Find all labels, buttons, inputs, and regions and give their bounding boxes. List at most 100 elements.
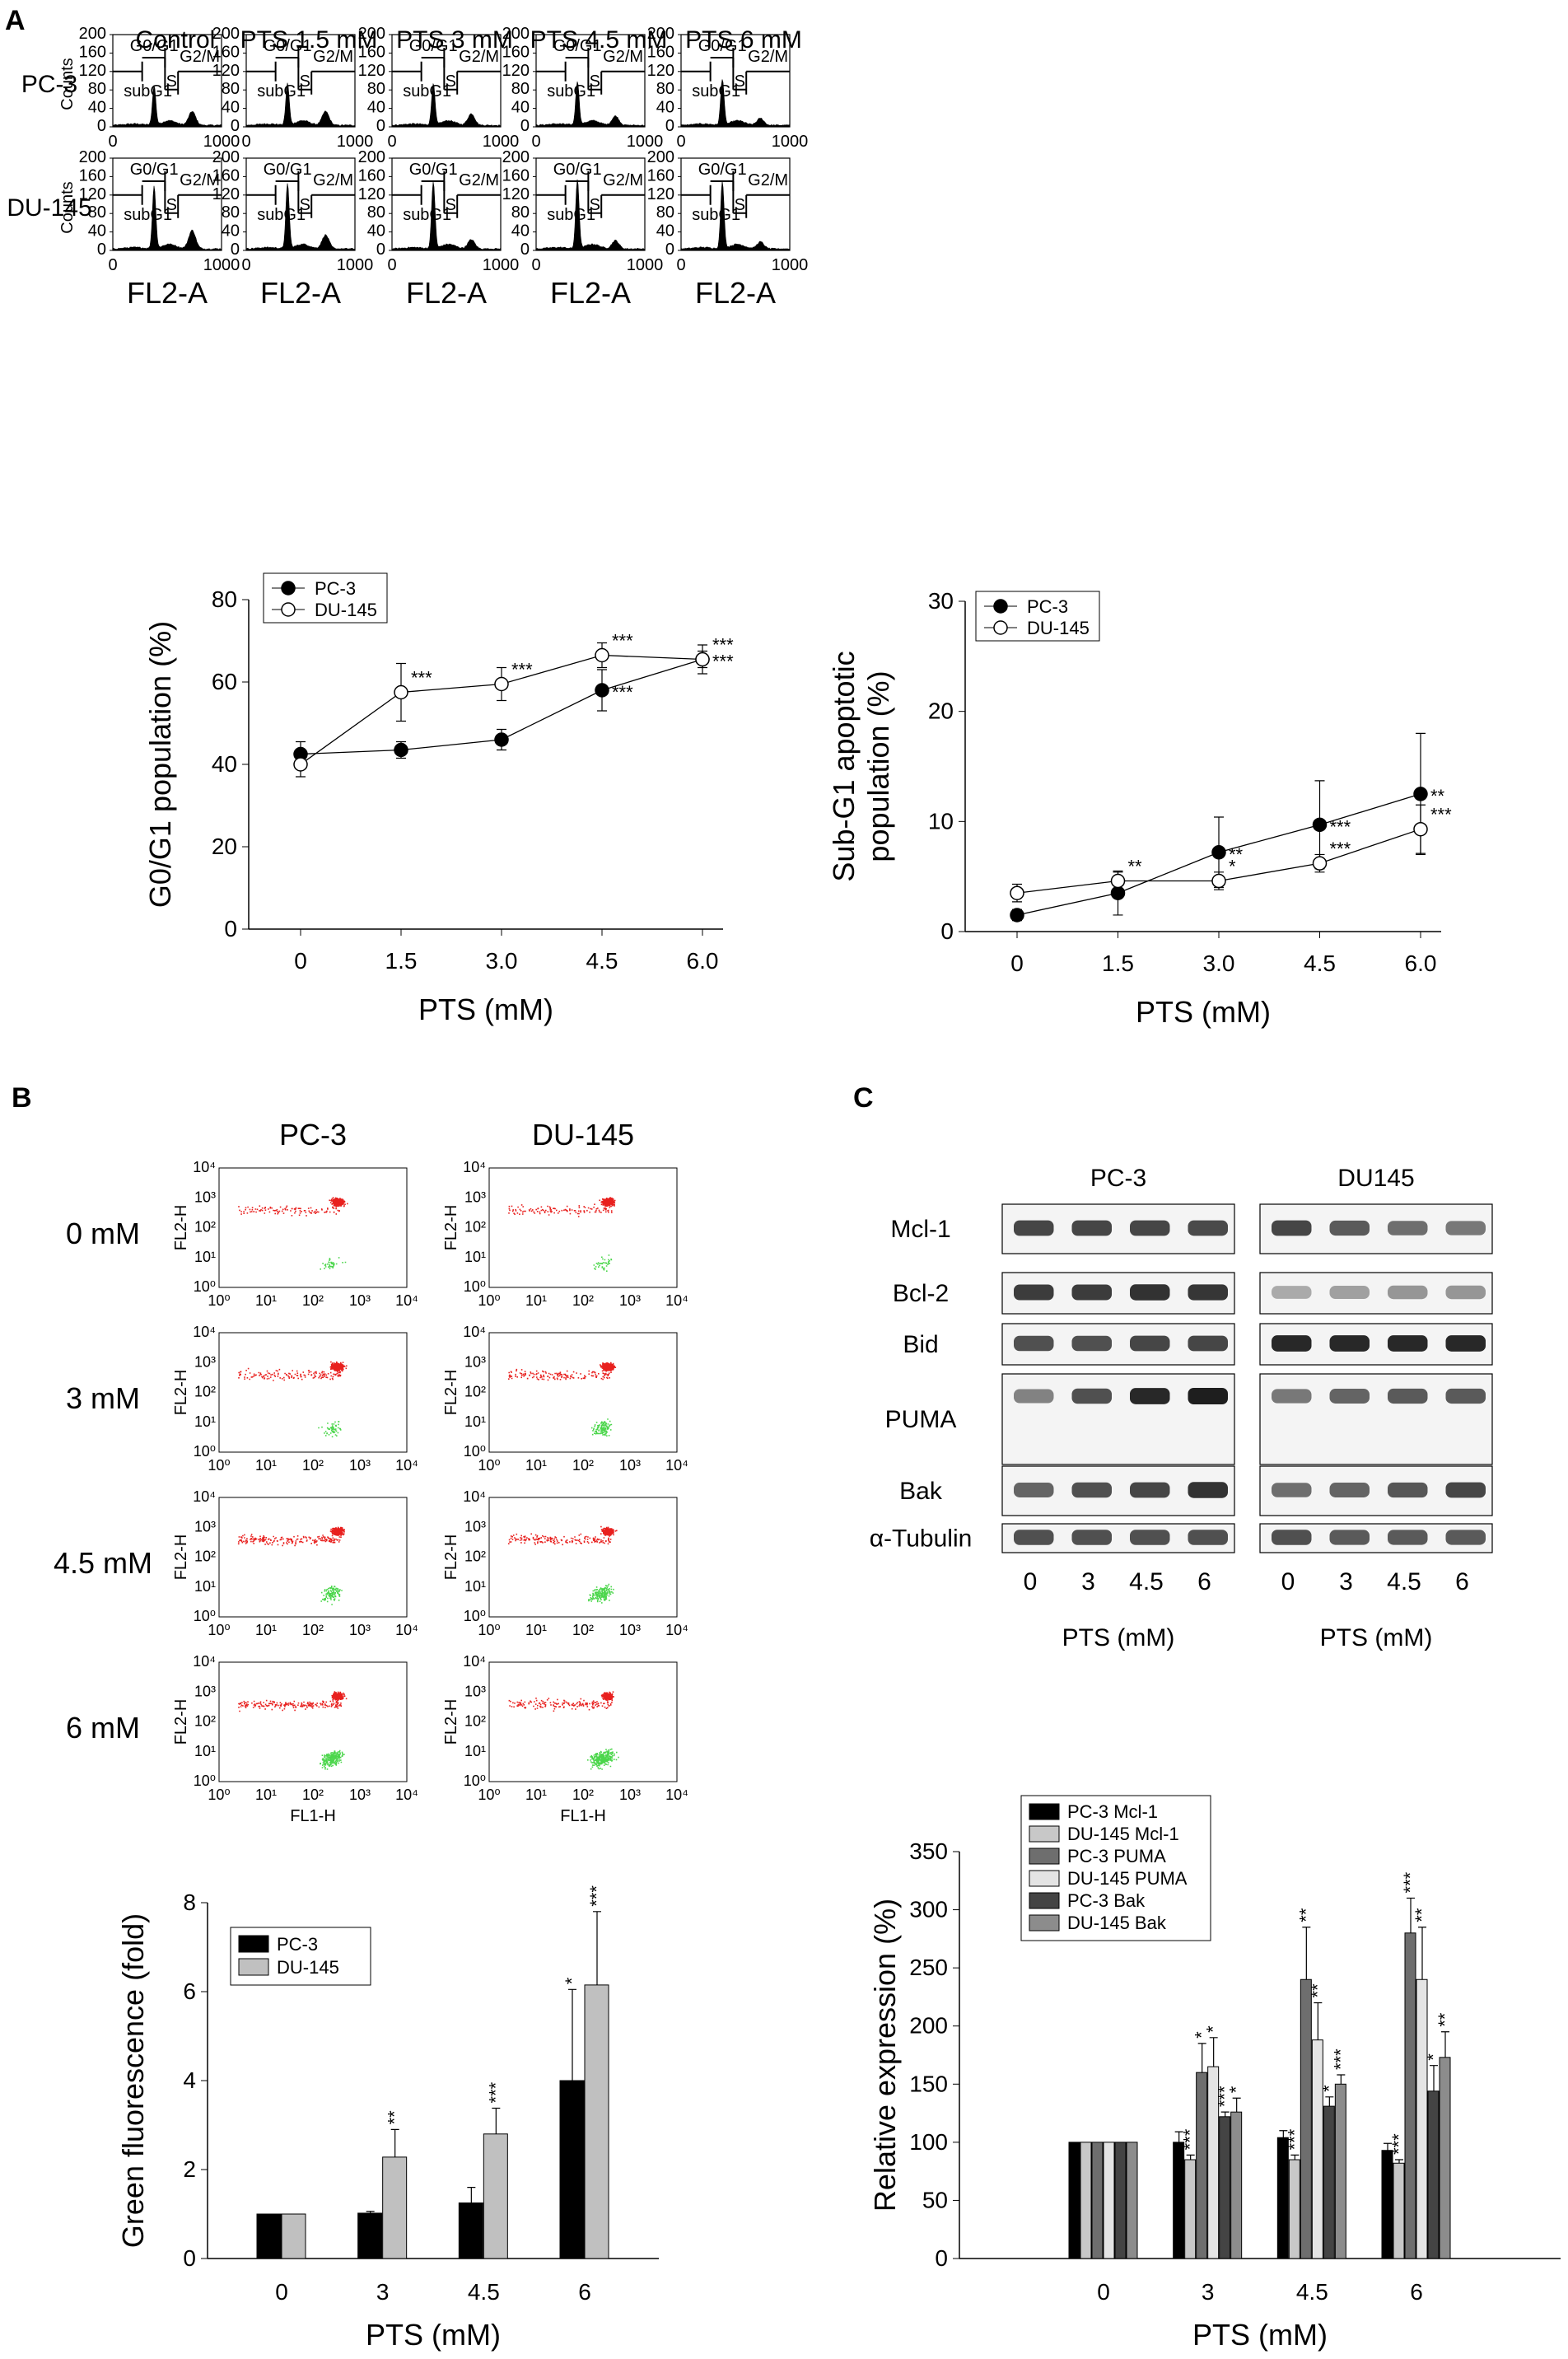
significance-label: * bbox=[562, 1977, 582, 1984]
legend-marker bbox=[281, 581, 296, 596]
scatter-green-events bbox=[320, 1257, 347, 1270]
bar bbox=[1427, 2090, 1440, 2259]
scatter-x-tick-label: 10¹ bbox=[255, 1622, 277, 1638]
scatter-x-tick-label: 10² bbox=[302, 1787, 324, 1803]
scatter-row-label: 0 mM bbox=[66, 1217, 140, 1250]
scatter-y-tick-label: 10⁴ bbox=[463, 1324, 486, 1340]
scatter-y-tick-label: 10¹ bbox=[464, 1743, 486, 1759]
gate-label-g2m: G2/M bbox=[313, 171, 353, 189]
scatter-y-tick-label: 10¹ bbox=[194, 1578, 216, 1595]
significance-label: *** bbox=[511, 660, 533, 680]
hist-y-tick-label: 160 bbox=[212, 43, 240, 61]
scatter-y-tick-label: 10⁰ bbox=[194, 1443, 216, 1460]
panel-label-b: B bbox=[12, 1082, 32, 1114]
x-tick-label: 6 bbox=[1410, 2279, 1423, 2305]
legend-label: DU-145 Bak bbox=[1067, 1913, 1167, 1933]
scatter-y-tick-label: 10¹ bbox=[194, 1249, 216, 1265]
scatter-y-axis-label: FL2-H bbox=[442, 1370, 460, 1416]
legend-swatch bbox=[1029, 1870, 1060, 1887]
legend-label: DU-145 Mcl-1 bbox=[1067, 1824, 1179, 1844]
data-point bbox=[1413, 787, 1428, 801]
series-du-145: *** ****** *** bbox=[293, 631, 734, 778]
gate-label-s: S bbox=[735, 196, 745, 214]
data-point bbox=[595, 683, 609, 698]
scatter-y-tick-label: 10³ bbox=[464, 1683, 486, 1699]
scatter-green-events bbox=[318, 1421, 342, 1438]
scatter-y-tick-label: 10² bbox=[464, 1219, 486, 1236]
significance-label: *** bbox=[1330, 2048, 1351, 2070]
scatter-y-axis-label: FL2-H bbox=[172, 1370, 190, 1416]
blot-band bbox=[1071, 1482, 1112, 1498]
blot-lane-label: 0 bbox=[1281, 1568, 1295, 1595]
x-axis-label: PTS (mM) bbox=[1136, 995, 1271, 1029]
gate-label-g2m: G2/M bbox=[603, 48, 643, 66]
scatter-y-tick-label: 10¹ bbox=[194, 1743, 216, 1759]
blot-group-label: PC-3 bbox=[1090, 1165, 1146, 1192]
blot-band bbox=[1188, 1284, 1228, 1301]
scatter-x-tick-label: 10² bbox=[302, 1292, 324, 1309]
y-tick-label: 20 bbox=[212, 834, 237, 859]
significance-label: *** bbox=[612, 682, 633, 703]
y-tick-label: 200 bbox=[909, 2013, 948, 2039]
blot-band bbox=[1130, 1482, 1170, 1498]
scatter-y-tick-label: 10³ bbox=[194, 1683, 216, 1699]
gate-label-subg1: subG1 bbox=[257, 82, 306, 100]
blot-band bbox=[1014, 1530, 1054, 1545]
blot-strip bbox=[1259, 1523, 1493, 1553]
scatter-y-tick-label: 10² bbox=[464, 1713, 486, 1730]
hist-column-title: Control bbox=[136, 26, 216, 54]
gate-label-s: S bbox=[166, 72, 177, 91]
hist-y-tick-label: 80 bbox=[88, 203, 106, 222]
hist-y-tick-label: 40 bbox=[367, 222, 385, 241]
western-blot: PC-3 DU145 Mcl-1 Bcl-2 Bid PUMA Bak α-Tubulin 0 3… bbox=[870, 1165, 1493, 1651]
significance-label: ** bbox=[1430, 786, 1445, 806]
hist-y-tick-label: 200 bbox=[647, 25, 674, 43]
data-point bbox=[1413, 821, 1428, 837]
gate-label-subg1: subG1 bbox=[124, 82, 172, 100]
gate-label-g2m: G2/M bbox=[748, 171, 788, 189]
gate-s bbox=[164, 58, 180, 95]
relative-expression-bar-chart: 0 50 100 150 200 250 300 350 0 3 4.5 6 PTS (mM) Relat… bbox=[868, 1795, 1561, 2352]
hist-y-tick-label: 160 bbox=[502, 166, 530, 185]
hist-y-tick-label: 40 bbox=[88, 99, 106, 117]
x-tick-label: 3 bbox=[1202, 2279, 1215, 2305]
scatter-frame bbox=[488, 1332, 678, 1453]
gate-label-subg1: subG1 bbox=[692, 206, 740, 224]
y-tick-label: 0 bbox=[224, 916, 237, 941]
significance-label: * bbox=[1423, 2053, 1444, 2061]
scatter-y-tick-label: 10² bbox=[194, 1219, 216, 1236]
blot-band bbox=[1188, 1388, 1228, 1404]
hist-column-title: PTS 6 mM bbox=[685, 26, 802, 54]
gate-label-g0g1: G0/G1 bbox=[264, 37, 312, 55]
bar bbox=[1276, 2137, 1289, 2259]
blot-strip bbox=[1259, 1203, 1493, 1254]
data-point bbox=[1110, 873, 1126, 889]
bar bbox=[256, 2213, 282, 2259]
hist-x-tick-label: 0 bbox=[676, 256, 685, 274]
y-axis-label: population (%) bbox=[861, 670, 895, 862]
legend: PC-3DU-145 bbox=[975, 591, 1100, 642]
gate-label-g0g1: G0/G1 bbox=[409, 161, 458, 179]
y-tick-label: 0 bbox=[935, 2245, 948, 2271]
blot-band bbox=[1014, 1220, 1054, 1236]
x-tick-label: 0 bbox=[275, 2279, 288, 2305]
hist-y-tick-label: 120 bbox=[502, 185, 530, 203]
scatter-green-events bbox=[320, 1586, 343, 1605]
data-point bbox=[595, 647, 609, 663]
hist-x-tick-label: 0 bbox=[531, 133, 540, 151]
blot-band bbox=[1445, 1388, 1486, 1404]
y-tick-label: 300 bbox=[909, 1897, 948, 1922]
scatter-green-events bbox=[587, 1748, 619, 1770]
legend-label: PC-3 bbox=[277, 1934, 318, 1955]
blot-band bbox=[1130, 1530, 1170, 1545]
x-tick-label: 3.0 bbox=[1203, 951, 1235, 976]
scatter-x-tick-label: 10³ bbox=[619, 1787, 641, 1803]
hist-y-tick-label: 200 bbox=[79, 148, 106, 166]
scatter-x-tick-label: 10⁴ bbox=[665, 1457, 688, 1474]
scatter-x-tick-label: 10³ bbox=[349, 1457, 371, 1474]
blot-strip bbox=[1001, 1373, 1235, 1465]
